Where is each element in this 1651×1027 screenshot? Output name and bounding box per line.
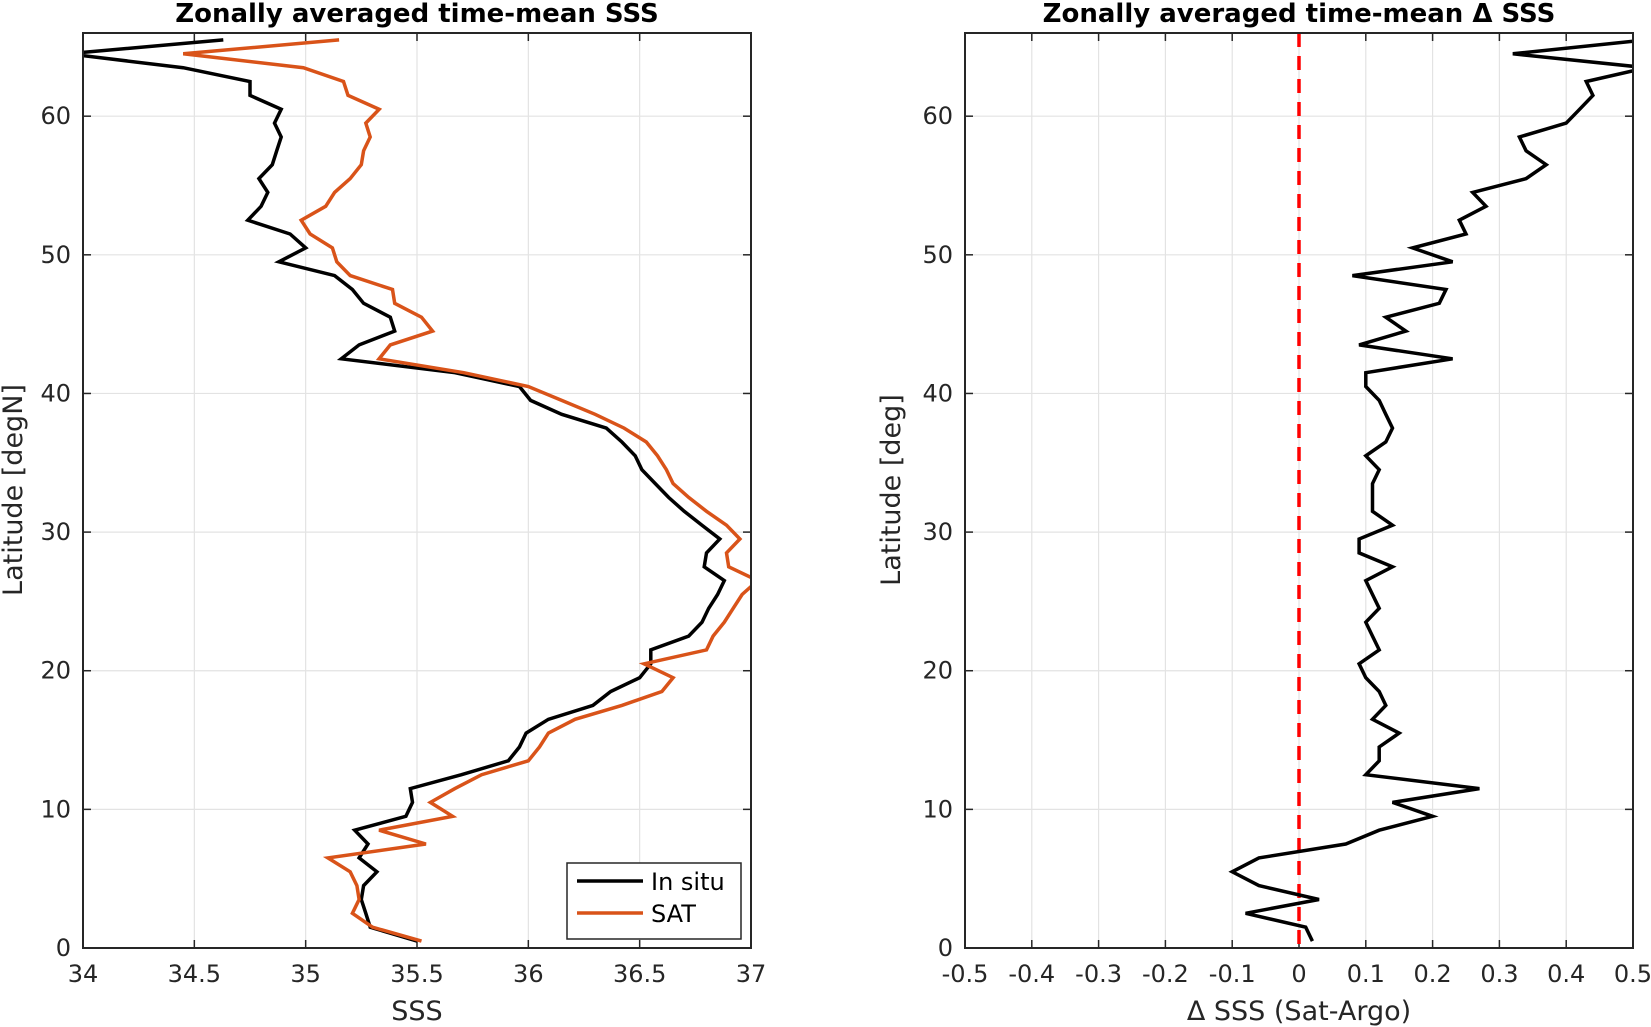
delta-x-tick-label: 0.3	[1480, 960, 1518, 988]
delta-x-tick-label: 0.5	[1614, 960, 1651, 988]
delta-x-axis-label: Δ SSS (Sat-Argo)	[1187, 996, 1411, 1027]
sss-legend: In situ SAT	[566, 862, 742, 940]
sss-series-line-in-situ	[83, 38, 727, 943]
delta-x-tick-label: 0	[1291, 960, 1306, 988]
sss-series-group	[83, 38, 751, 943]
sss-y-tick-label: 40	[40, 379, 71, 407]
delta-x-tick-label: -0.5	[942, 960, 989, 988]
delta-x-tick-label: 0.4	[1547, 960, 1585, 988]
sss-chart-title: Zonally averaged time-mean SSS	[175, 0, 659, 29]
sss-y-axis-label: Latitude [degN]	[0, 384, 29, 596]
sss-x-tick-label: 34.5	[168, 960, 221, 988]
delta-series-line-delta	[1228, 39, 1633, 942]
sss-series-line-sat	[182, 38, 751, 943]
delta-ticks: -0.5 -0.4 -0.3 -0.2 -0.1 0 0.1 0.2 0.3 0.4 0.5 0 10 2…	[922, 33, 1651, 988]
sss-x-tick-label: 35	[290, 960, 321, 988]
delta-y-tick-label: 0	[938, 934, 953, 962]
delta-x-tick-label: 0.1	[1347, 960, 1385, 988]
delta-x-tick-label: -0.2	[1142, 960, 1189, 988]
delta-sss-panel: -0.5 -0.4 -0.3 -0.2 -0.1 0 0.1 0.2 0.3 0.4 0.5 0 10 2…	[876, 0, 1651, 1027]
delta-y-tick-label: 60	[922, 102, 953, 130]
sss-x-tick-label: 35.5	[390, 960, 443, 988]
sss-x-tick-label: 37	[736, 960, 767, 988]
sss-y-tick-label: 60	[40, 102, 71, 130]
delta-y-tick-label: 40	[922, 379, 953, 407]
sss-y-tick-label: 50	[40, 241, 71, 269]
delta-x-tick-label: -0.3	[1075, 960, 1122, 988]
sss-x-tick-label: 36.5	[613, 960, 666, 988]
delta-y-axis-label: Latitude [deg]	[876, 394, 907, 586]
sss-x-axis-label: SSS	[391, 996, 442, 1027]
sss-y-tick-label: 10	[40, 795, 71, 823]
sss-x-tick-label: 36	[513, 960, 544, 988]
sss-y-tick-label: 30	[40, 518, 71, 546]
delta-y-tick-label: 30	[922, 518, 953, 546]
sss-ticks: 34 34.5 35 35.5 36 36.5 37 0 10 20 30 40 50 60	[40, 33, 766, 988]
delta-x-tick-label: -0.4	[1008, 960, 1055, 988]
sss-plot-frame	[82, 32, 752, 949]
delta-y-tick-label: 20	[922, 657, 953, 685]
delta-plot-frame	[964, 32, 1634, 949]
legend-label-in-situ: In situ	[651, 868, 725, 896]
sss-legend-box	[566, 862, 742, 940]
delta-x-tick-label: 0.2	[1414, 960, 1452, 988]
delta-series-group	[1228, 33, 1633, 948]
sss-panel: 34 34.5 35 35.5 36 36.5 37 0 10 20 30 40 50 60 Zonall…	[0, 0, 766, 1027]
delta-chart-title: Zonally averaged time-mean Δ SSS	[1043, 0, 1556, 29]
sss-y-tick-label: 0	[56, 934, 71, 962]
sss-y-tick-label: 20	[40, 657, 71, 685]
delta-x-tick-label: -0.1	[1209, 960, 1256, 988]
delta-y-tick-label: 50	[922, 241, 953, 269]
sss-x-tick-label: 34	[68, 960, 99, 988]
legend-label-sat: SAT	[651, 900, 696, 928]
delta-y-tick-label: 10	[922, 795, 953, 823]
